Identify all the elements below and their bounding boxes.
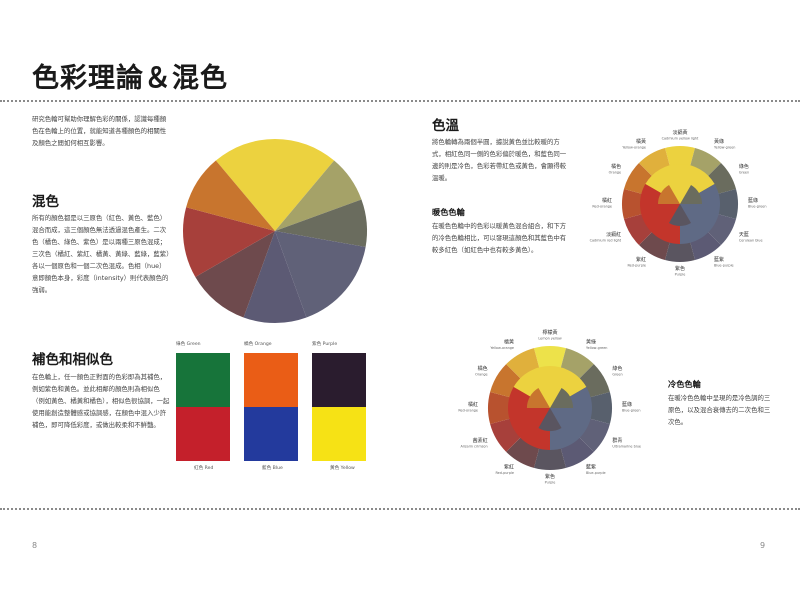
intro-text: 研究色輪可幫助你理解色彩的關係，認識每種顏色在色輪上的位置，就能知道各種顏色的相… — [32, 115, 167, 147]
inner-green — [680, 184, 702, 204]
wheel-label: 藍綠 — [748, 197, 758, 204]
wheel-label: 綠色 — [739, 163, 749, 170]
temperature-text: 將色輪轉為兩個半圓，據說黃色並比較暖的方式，相紅色同一側的色彩偏於暖色，和藍色同… — [432, 138, 567, 182]
inner-purple — [669, 204, 691, 227]
wheel-label-en: Cadmium red light — [590, 239, 622, 243]
swatch-label: 藍色 Blue — [262, 466, 283, 471]
wheel-label-en: Blue-purple — [714, 263, 734, 267]
wheel-label-en: Blue-purple — [586, 471, 606, 475]
primary-color-wheel — [183, 139, 367, 323]
warm-wheel-text: 在暖色色輪中的色彩以暖黃色混合組合，和下方的冷色色輪相比，可以發現這顏色和其藍色… — [432, 222, 567, 254]
wheel-label: 淡鎘黃 — [672, 129, 687, 136]
wheel-label: 橘色 — [611, 163, 621, 170]
wheel-label-en: Red-purple — [627, 263, 646, 267]
swatch-yellow — [312, 407, 366, 461]
page-title: 色彩理論＆混色 — [32, 63, 228, 94]
swatch-green — [176, 353, 230, 407]
wheel-label-en: Green — [739, 171, 749, 175]
wheel-label-en: Red-purple — [495, 471, 514, 475]
bottom-divider — [0, 508, 800, 510]
wheel-label: 紫紅 — [636, 256, 646, 263]
complementary-text: 在色輪上，任一顏色正對面的色彩即為其補色，例如紫色和黃色。並此相鄰的顏色則為相似… — [32, 373, 170, 429]
inner-orange — [526, 387, 550, 408]
wheel-label: 綠色 — [612, 365, 622, 372]
inner-green — [550, 387, 574, 408]
wheel-label-en: Blue-green — [622, 409, 641, 413]
wheel-label: 橘黃 — [504, 339, 514, 346]
warm-wheel-heading: 暖色色輪 — [432, 207, 465, 217]
swatch-blue — [244, 407, 298, 461]
wheel-label: 淡鎘紅 — [606, 231, 621, 238]
wheel-label-en: Purple — [675, 273, 686, 277]
temperature-heading: 色溫 — [432, 118, 459, 134]
wheel-label: 黃綠 — [714, 138, 724, 145]
wheel-label-en: Purple — [545, 481, 556, 485]
wheel-label: 藍紫 — [714, 256, 724, 263]
wheel-label-en: Red-orange — [458, 409, 478, 413]
wheel-label: 天藍 — [739, 231, 749, 238]
wheel-label: 紫色 — [675, 265, 685, 272]
cool-wheel-text: 在暖冷色色輪中呈現的是冷色調的三原色，以及混合衰傳去的二次色和三次色。 — [668, 394, 771, 426]
wheel-label: 橘色 — [478, 365, 488, 372]
wheel-label-en: Orange — [475, 373, 488, 377]
wedge-blue-purple — [243, 231, 307, 323]
wheel-label: 紫紅 — [504, 463, 514, 470]
swatch-label: 黃色 Yellow — [330, 466, 355, 471]
wheel-label-en: Alizarin crimson — [461, 445, 488, 449]
mixing-text: 所有的顏色都是以三原色（紅色、黃色、藍色）混合而成，這三個顏色無法透過混色產生。… — [32, 214, 170, 294]
wheel-label-en: Yellow-orange — [490, 346, 514, 350]
wheel-label-en: Ultramarine blue — [612, 445, 641, 449]
wedge-orange — [186, 160, 275, 231]
swatch-purple — [312, 353, 366, 407]
cool-wheel-heading: 冷色色輪 — [668, 379, 701, 389]
wedge-blue — [275, 231, 366, 318]
wheel-label: 黃綠 — [586, 339, 596, 346]
wheel-label-en: Red-orange — [592, 205, 612, 209]
wheel-label-en: Blue-green — [748, 205, 767, 209]
wheel-label: 茜素紅 — [473, 437, 488, 444]
wheel-label: 橘黃 — [636, 138, 646, 145]
inner-purple — [538, 408, 562, 432]
wedge-green — [275, 199, 367, 247]
swatch-label: 橘色 Orange — [244, 342, 272, 347]
page-number-right: 9 — [760, 541, 766, 550]
swatch-label: 紅色 Red — [194, 466, 214, 471]
swatch-red — [176, 407, 230, 461]
wheel-label: 群青 — [612, 437, 622, 444]
top-divider — [0, 100, 800, 102]
wheel-label-en: Yellow-green — [714, 146, 735, 150]
wheel-label: 藍紫 — [586, 463, 596, 470]
swatch-label: 綠色 Green — [176, 342, 201, 347]
mixing-heading: 混色 — [32, 194, 59, 210]
wedge-purple — [195, 231, 275, 318]
wheel-label: 藍綠 — [622, 401, 632, 408]
wheel-label: 橘紅 — [468, 401, 478, 408]
wheel-label-en: Lemon yellow — [538, 337, 562, 341]
wheel-label-en: Yellow-orange — [622, 146, 646, 150]
swatch-label: 紫色 Purple — [312, 342, 338, 347]
swatch-orange — [244, 353, 298, 407]
wheel-label: 橘紅 — [602, 197, 612, 204]
wheel-label-en: Yellow-green — [586, 346, 607, 350]
wheel-label-en: Green — [612, 373, 622, 377]
wedge-yellow — [215, 139, 335, 231]
wheel-label-en: Cerulean blue — [739, 239, 763, 243]
page-number-left: 8 — [32, 541, 38, 550]
wheel-label: 檸檬黃 — [542, 329, 557, 336]
wheel-label-en: Orange — [609, 171, 622, 175]
wedge-yellow-green — [275, 160, 362, 231]
inner-orange — [658, 184, 680, 204]
wheel-label: 紫色 — [545, 473, 555, 480]
complementary-heading: 補色和相似色 — [32, 352, 113, 368]
wedge-red — [183, 207, 275, 277]
wheel-label-en: Cadmium yellow light — [662, 137, 699, 141]
swatch-group: 綠色 Green 橘色 Orange 紫色 Purple 紅色 Red 藍色 B… — [176, 341, 366, 476]
